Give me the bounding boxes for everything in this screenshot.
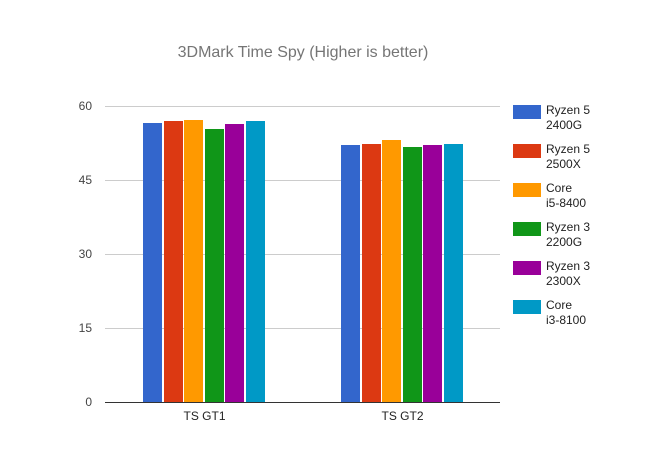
legend-item: Ryzen 3 2300X: [513, 259, 606, 298]
gridline: [105, 254, 500, 255]
legend-label: Ryzen 5 2400G: [546, 103, 591, 132]
bar: [341, 144, 360, 402]
legend-label: Ryzen 3 2300X: [546, 259, 591, 288]
legend-item: Ryzen 3 2200G: [513, 220, 606, 259]
legend-label: Core i5-8400: [546, 181, 587, 210]
legend-swatch: [513, 222, 541, 236]
gridline: [105, 180, 500, 181]
x-tick-label: TS GT1: [183, 409, 226, 423]
gridline: [105, 402, 500, 403]
bar: [184, 119, 203, 402]
legend-swatch: [513, 261, 541, 275]
gridline: [105, 328, 500, 329]
legend-item: Core i5-8400: [513, 181, 606, 220]
legend-swatch: [513, 300, 541, 314]
bar: [163, 120, 183, 402]
gridline: [105, 106, 500, 107]
chart-title: 3DMark Time Spy (Higher is better): [177, 44, 429, 61]
legend-swatch: [513, 144, 541, 158]
y-tick-label: 0: [85, 395, 92, 409]
y-tick-label: 45: [78, 173, 92, 187]
legend-swatch: [513, 183, 541, 197]
legend-label: Ryzen 3 2200G: [546, 220, 591, 249]
y-tick-label: 60: [78, 99, 92, 113]
bar: [245, 120, 265, 402]
x-tick-label: TS GT2: [381, 409, 424, 423]
bar: [423, 144, 442, 402]
bar: [382, 140, 401, 402]
y-tick-label: 30: [78, 247, 92, 261]
legend-swatch: [513, 105, 541, 119]
plot-area: [105, 106, 500, 403]
legend-item: Ryzen 5 2400G: [513, 103, 606, 142]
legend-item: Ryzen 5 2500X: [513, 142, 606, 181]
bar: [225, 123, 244, 402]
bar: [143, 122, 162, 402]
legend: Ryzen 5 2400G Ryzen 5 2500X Core i5-8400 Ryzen…: [513, 103, 606, 337]
bar: [443, 144, 463, 402]
legend-label: Core i3-8100: [546, 298, 587, 327]
legend-item: Core i3-8100: [513, 298, 606, 337]
bar: [402, 146, 422, 402]
y-tick-label: 15: [78, 321, 92, 335]
bar: [204, 129, 224, 402]
bar: [361, 144, 381, 402]
legend-label: Ryzen 5 2500X: [546, 142, 591, 171]
